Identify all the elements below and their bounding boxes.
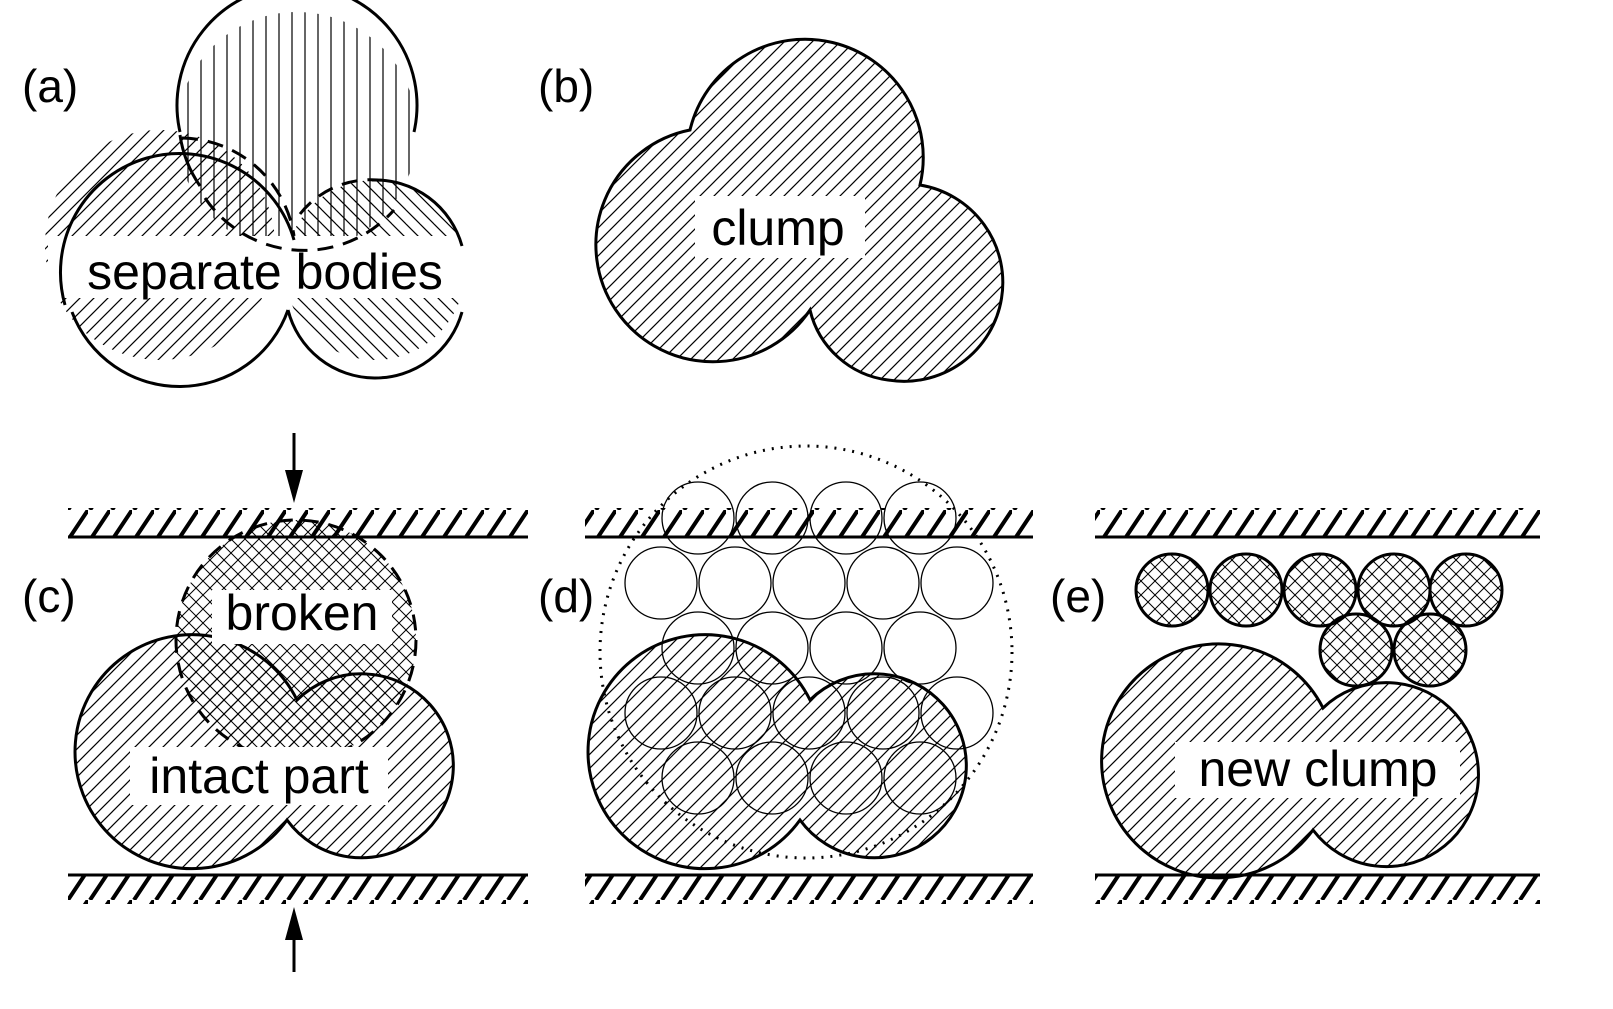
body-top bbox=[177, 12, 417, 252]
bounding-sphere bbox=[598, 444, 1014, 860]
arrow-up-icon bbox=[285, 907, 303, 972]
panel-b: (b) clump bbox=[538, 37, 1005, 383]
panel-c: (c) intact part broken bbox=[22, 433, 528, 972]
panel-c-intact-caption: intact part bbox=[149, 748, 369, 804]
arrow-down-icon bbox=[285, 433, 303, 503]
wall-bottom bbox=[1095, 876, 1540, 904]
released-fragments bbox=[1134, 552, 1504, 688]
panel-a-label: (a) bbox=[22, 60, 78, 112]
panel-e: (e) new clump bbox=[1050, 508, 1540, 904]
panel-d: (d) bbox=[538, 444, 1033, 904]
panel-b-caption: clump bbox=[711, 200, 844, 256]
panel-c-label: (c) bbox=[22, 570, 76, 622]
wall-top bbox=[1095, 508, 1540, 536]
panel-e-label: (e) bbox=[1050, 570, 1106, 622]
panel-d-label: (d) bbox=[538, 570, 594, 622]
panel-b-label: (b) bbox=[538, 60, 594, 112]
panel-a: (a) separate bodies bbox=[22, 0, 488, 388]
panel-a-caption: separate bodies bbox=[87, 244, 443, 300]
clump-shape bbox=[586, 633, 968, 871]
wall-top bbox=[585, 508, 1033, 536]
sub-particles bbox=[624, 481, 994, 815]
wall-bottom bbox=[68, 876, 528, 904]
panel-c-broken-caption: broken bbox=[226, 585, 379, 641]
wall-bottom bbox=[585, 876, 1033, 904]
panel-e-caption: new clump bbox=[1199, 741, 1438, 797]
